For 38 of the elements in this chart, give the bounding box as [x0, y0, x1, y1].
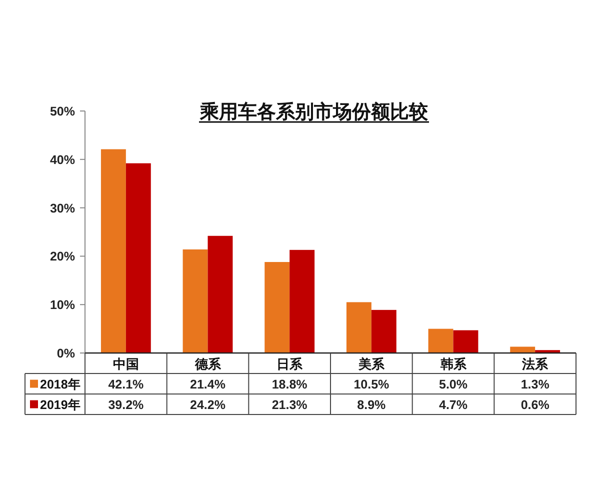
bar	[182, 249, 208, 353]
y-tick-label: 30%	[50, 201, 75, 216]
x-tick-label: 日系	[276, 356, 304, 372]
bar	[346, 302, 372, 353]
x-tick-label: 法系	[521, 356, 550, 372]
legend-label: 2018年	[40, 377, 81, 392]
data-label: 21.3%	[272, 398, 308, 412]
y-tick-label: 0%	[56, 346, 75, 360]
bar	[290, 250, 315, 353]
x-tick-label: 美系	[357, 356, 386, 372]
data-label: 18.8%	[272, 377, 308, 392]
bar	[100, 149, 126, 353]
data-label: 10.5%	[354, 377, 390, 392]
bar	[371, 310, 396, 353]
y-tick-label: 40%	[50, 152, 75, 167]
data-label: 8.9%	[357, 398, 386, 412]
data-label: 4.7%	[439, 398, 468, 412]
bar	[510, 346, 536, 353]
data-label: 21.4%	[190, 377, 226, 392]
chart-title: 乘用车各系别市场份额比较	[199, 101, 429, 123]
bar	[428, 328, 454, 353]
legend-label: 2019年	[40, 398, 81, 412]
bar	[453, 330, 478, 353]
bar	[264, 262, 290, 353]
x-tick-label: 韩系	[439, 356, 468, 372]
y-tick-label: 50%	[50, 104, 75, 118]
x-tick-label: 德系	[194, 356, 222, 372]
data-label: 1.3%	[520, 377, 550, 392]
data-label: 5.0%	[439, 377, 468, 392]
bar	[126, 163, 151, 353]
data-label: 0.6%	[520, 398, 550, 412]
y-tick-label: 10%	[50, 298, 75, 312]
data-label: 24.2%	[190, 398, 226, 412]
data-label: 42.1%	[108, 377, 144, 392]
y-tick-label: 20%	[50, 250, 75, 264]
x-tick-label: 中国	[112, 356, 139, 372]
data-label: 39.2%	[108, 398, 144, 412]
bar	[208, 236, 233, 353]
